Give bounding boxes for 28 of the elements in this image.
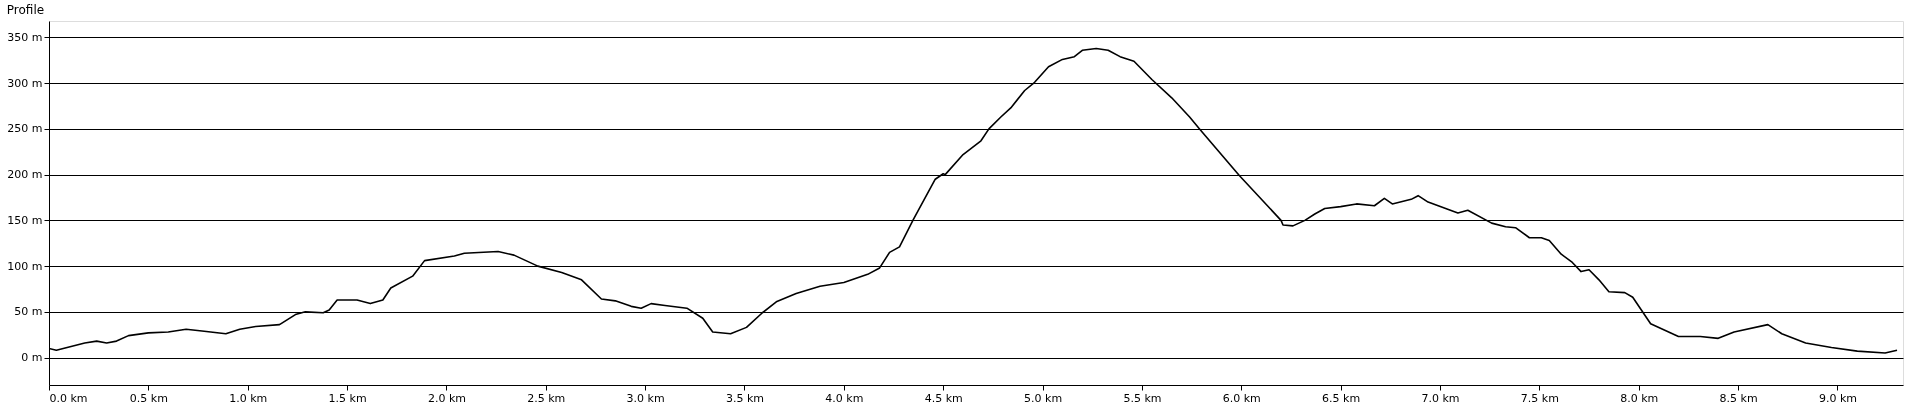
x-tick-label: 7.5 km: [1520, 391, 1559, 405]
x-tick-label: 2.5 km: [527, 391, 566, 405]
x-tick-label: 8.0 km: [1620, 391, 1659, 405]
chart-title: Profile: [6, 3, 45, 17]
y-tick-label: 250 m: [7, 122, 43, 136]
y-tick-label: 350 m: [7, 30, 43, 44]
x-tick-label: 0.0 km: [49, 391, 88, 405]
y-tick-label: 150 m: [7, 213, 43, 227]
x-tick-label: 2.0 km: [427, 391, 466, 405]
x-tick-label: 4.5 km: [924, 391, 963, 405]
y-tick-label: 300 m: [7, 76, 43, 90]
x-tick-label: 5.0 km: [1024, 391, 1063, 405]
y-tick-label: 100 m: [7, 259, 43, 273]
y-tick-label: 200 m: [7, 168, 43, 182]
x-tick-label: 6.5 km: [1322, 391, 1361, 405]
y-tick-label: 50 m: [14, 305, 43, 319]
x-tick-label: 3.0 km: [626, 391, 665, 405]
x-tick-label: 9.0 km: [1818, 391, 1857, 405]
x-tick-label: 6.0 km: [1222, 391, 1261, 405]
y-tick-label: 0 m: [21, 351, 43, 365]
x-tick-label: 7.0 km: [1421, 391, 1460, 405]
x-tick-label: 4.0 km: [825, 391, 864, 405]
x-tick-label: 1.0 km: [229, 391, 268, 405]
x-tick-label: 1.5 km: [328, 391, 367, 405]
x-tick-label: 3.5 km: [725, 391, 765, 405]
x-tick-label: 8.5 km: [1719, 391, 1758, 405]
x-tick-label: 0.5 km: [129, 391, 168, 405]
x-tick-label: 5.5 km: [1123, 391, 1162, 405]
